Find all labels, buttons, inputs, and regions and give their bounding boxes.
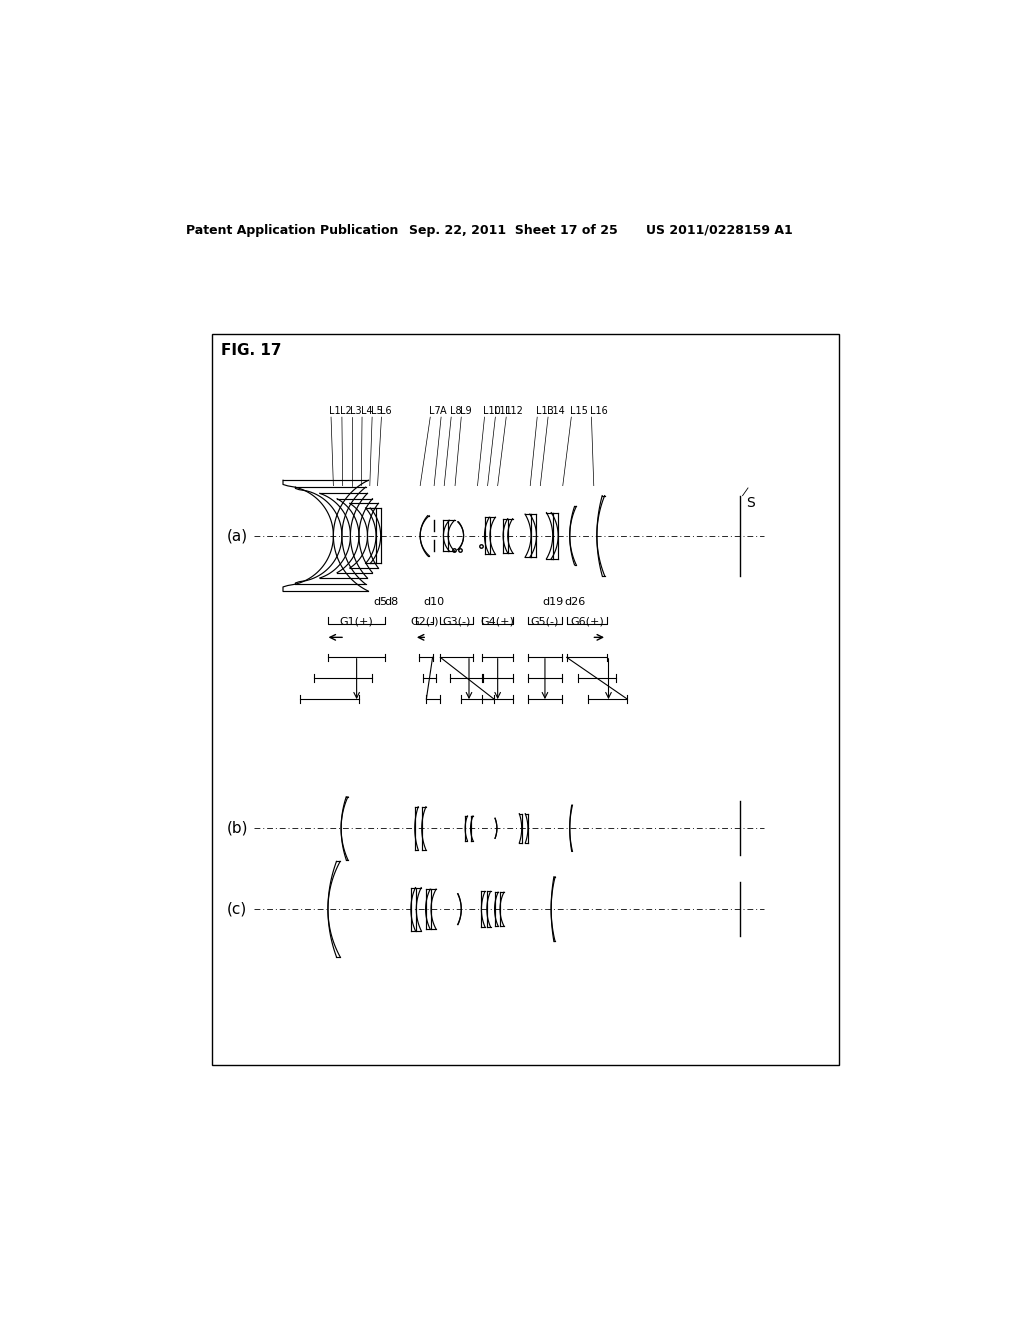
Text: L2: L2 [340, 407, 352, 416]
Text: L12: L12 [505, 407, 522, 416]
Text: L6: L6 [380, 407, 391, 416]
Text: L8: L8 [450, 407, 461, 416]
Text: L14: L14 [547, 407, 564, 416]
Text: G2(-): G2(-) [411, 616, 438, 627]
Text: G4(+): G4(+) [480, 616, 515, 627]
Text: Sep. 22, 2011  Sheet 17 of 25: Sep. 22, 2011 Sheet 17 of 25 [409, 224, 617, 236]
Text: L5: L5 [371, 407, 382, 416]
Text: Patent Application Publication: Patent Application Publication [186, 224, 398, 236]
Text: G5(-): G5(-) [530, 616, 559, 627]
Text: S: S [746, 496, 756, 510]
Text: d8: d8 [384, 597, 398, 607]
Text: L11: L11 [494, 407, 512, 416]
Text: L1: L1 [330, 407, 341, 416]
Bar [212, 334, 840, 1065]
Text: FIG. 17: FIG. 17 [221, 343, 282, 358]
Text: US 2011/0228159 A1: US 2011/0228159 A1 [646, 224, 793, 236]
Text: L10: L10 [483, 407, 501, 416]
Text: G3(-): G3(-) [442, 616, 471, 627]
Text: (b): (b) [227, 821, 249, 836]
Text: L7: L7 [429, 407, 440, 416]
Text: L4: L4 [360, 407, 372, 416]
Text: L9: L9 [460, 407, 471, 416]
Text: L13: L13 [536, 407, 553, 416]
Text: d10: d10 [424, 597, 444, 607]
Text: (c): (c) [227, 902, 248, 916]
Text: A: A [439, 407, 446, 416]
Text: d5: d5 [374, 597, 388, 607]
Text: L3: L3 [350, 407, 362, 416]
Text: d26: d26 [564, 597, 586, 607]
Text: G1(+): G1(+) [340, 616, 374, 627]
Text: L16: L16 [590, 407, 607, 416]
Text: L15: L15 [569, 407, 588, 416]
Text: G6(+): G6(+) [570, 616, 604, 627]
Text: (a): (a) [227, 528, 249, 544]
Text: d19: d19 [543, 597, 564, 607]
